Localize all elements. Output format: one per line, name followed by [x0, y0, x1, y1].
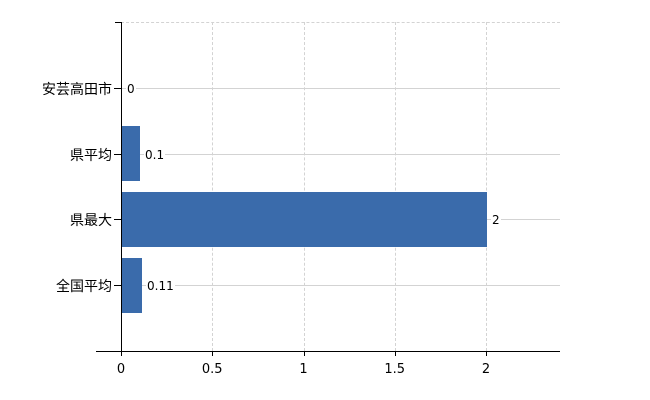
x-gridline	[212, 22, 214, 351]
x-gridline	[394, 22, 396, 351]
x-gridline	[303, 22, 305, 351]
category-tick	[114, 87, 121, 89]
bar	[122, 191, 487, 247]
category-label: 県平均	[70, 147, 112, 164]
x-tick-label: 0	[116, 362, 126, 377]
bar	[122, 257, 142, 313]
category-label: 安芸高田市	[42, 81, 112, 98]
value-label: 0	[126, 81, 136, 96]
x-tick-label: 0.5	[201, 362, 223, 377]
bar	[122, 126, 140, 182]
category-label: 全国平均	[56, 279, 112, 296]
value-label: 0.11	[146, 279, 175, 294]
x-tick-label: 1.5	[384, 362, 406, 377]
row-gridline	[121, 285, 560, 287]
category-label: 県最大	[70, 213, 112, 230]
x-axis-tick	[212, 351, 214, 356]
x-axis-line	[96, 351, 560, 352]
category-tick	[114, 285, 121, 287]
category-tick	[114, 219, 121, 221]
x-axis-tick	[303, 351, 305, 356]
x-axis-tick	[394, 351, 396, 356]
x-gridline	[486, 22, 487, 351]
row-gridline	[121, 153, 560, 155]
category-tick	[114, 153, 121, 155]
value-label: 2	[491, 213, 501, 228]
x-tick-label: 1	[299, 362, 308, 377]
row-gridline	[121, 87, 560, 89]
y-axis-end-tick	[115, 22, 121, 23]
value-label: 0.1	[144, 147, 166, 162]
x-axis-tick	[486, 351, 487, 356]
y-axis-line	[121, 22, 122, 356]
x-tick-label: 2	[481, 362, 491, 377]
plot-top-border	[121, 22, 560, 23]
